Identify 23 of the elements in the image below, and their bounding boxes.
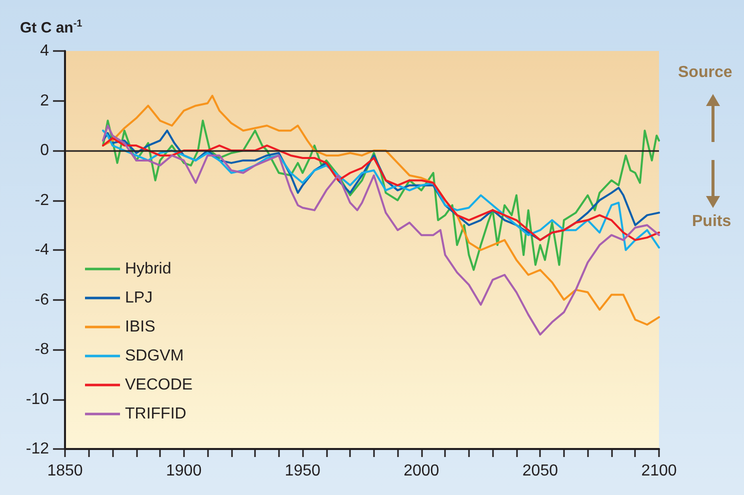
x-tick-label: 1900 — [166, 462, 202, 480]
y-tick-label: 4 — [40, 42, 50, 60]
x-tick-label: 1950 — [284, 462, 320, 480]
legend-label: VECODE — [125, 376, 193, 394]
legend-label: IBIS — [125, 318, 156, 336]
text: Source — [678, 64, 732, 82]
y-tick-label: -8 — [34, 341, 50, 358]
y-tick-label: -6 — [34, 291, 50, 308]
y-tick-label: 2 — [40, 92, 50, 110]
y-tick-label: -4 — [34, 242, 50, 258]
y-tick-label: -10 — [26, 390, 50, 408]
y-tick-label: 0 — [40, 142, 50, 159]
x-tick-label: 2050 — [522, 462, 558, 480]
x-tick-label: 2100 — [641, 462, 677, 480]
legend-label: SDGVM — [125, 348, 184, 364]
y-tick-label: -12 — [26, 440, 50, 458]
x-tick-label: 2000 — [404, 462, 440, 480]
legend-label: Hybrid — [125, 260, 172, 278]
text: Puits — [692, 213, 732, 231]
x-tick-label: 1850 — [47, 462, 83, 480]
legend-label: LPJ — [125, 290, 153, 306]
legend-label: TRIFFID — [125, 406, 186, 422]
y-tick-label: -2 — [34, 192, 50, 209]
